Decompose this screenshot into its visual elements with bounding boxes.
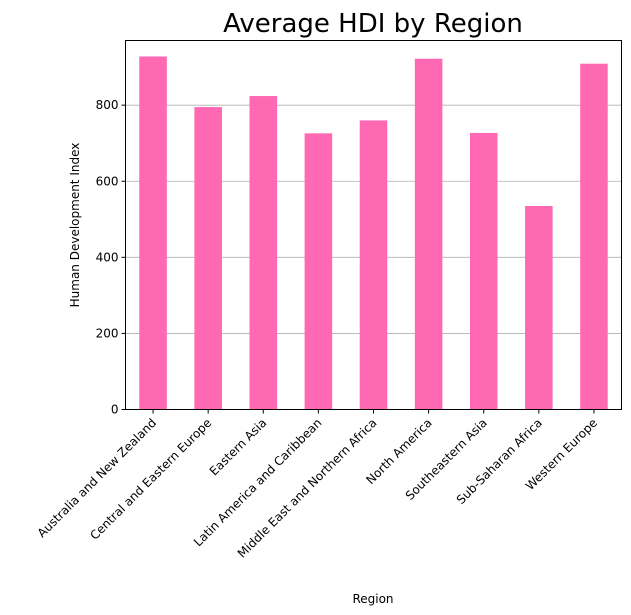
x-tick-label: Australia and New Zealand <box>35 416 160 541</box>
y-axis: 0 200 400 600 800 <box>96 98 126 417</box>
bar <box>359 120 388 410</box>
y-tick-label: 400 <box>96 250 119 264</box>
y-tick-label: 800 <box>96 98 119 112</box>
y-tick-label: 0 <box>111 403 119 417</box>
x-axis-label: Region <box>352 592 393 606</box>
bar <box>414 58 443 410</box>
x-tick-label: Central and Eastern Europe <box>87 416 214 543</box>
bar <box>469 132 498 410</box>
chart-title: Average HDI by Region <box>223 9 523 39</box>
bars <box>139 56 608 410</box>
bar <box>194 107 222 410</box>
bar <box>580 63 608 410</box>
bar <box>249 96 278 410</box>
bar <box>304 133 333 410</box>
bar <box>525 205 553 410</box>
y-axis-label: Human Development Index <box>68 143 82 308</box>
y-tick-label: 200 <box>96 326 119 340</box>
bar <box>139 56 167 410</box>
y-tick-label: 600 <box>96 174 119 188</box>
plot-frame <box>125 40 622 410</box>
